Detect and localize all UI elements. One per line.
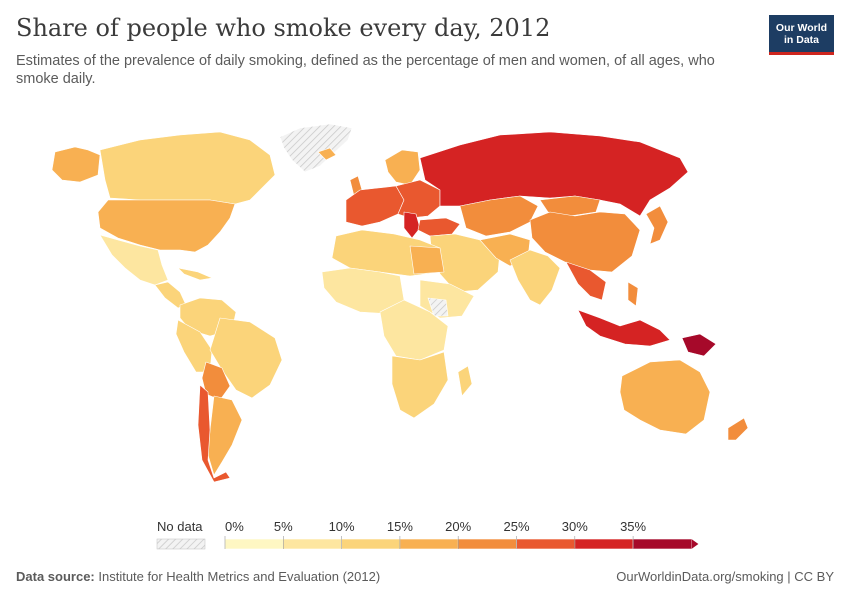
region-peru[interactable]	[175, 319, 213, 373]
region-japan[interactable]	[645, 205, 669, 245]
region-iceland[interactable]	[317, 147, 337, 161]
data-source-label: Data source:	[16, 569, 95, 584]
legend-bin-swatch[interactable]	[224, 538, 284, 550]
region-central-africa[interactable]	[379, 299, 449, 361]
region-central-america[interactable]	[154, 281, 187, 309]
map-legend: No data 0% 5% 10% 15% 20% 25% 30% 35%	[156, 519, 699, 550]
region-mongolia[interactable]	[539, 195, 601, 217]
owid-logo[interactable]: Our World in Data	[769, 15, 834, 55]
region-caribbean[interactable]	[177, 267, 213, 281]
region-southern-africa[interactable]	[391, 351, 449, 419]
legend-no-data-label: No data	[157, 519, 203, 534]
region-brazil[interactable]	[209, 317, 283, 399]
region-alaska[interactable]	[51, 146, 101, 183]
region-mexico[interactable]	[99, 234, 169, 286]
legend-bin-label: 0%	[225, 519, 244, 534]
region-india[interactable]	[509, 249, 561, 306]
footer-link[interactable]: OurWorldinData.org/smoking | CC BY	[616, 569, 834, 584]
legend-bin-label: 5%	[274, 519, 293, 534]
logo-line-2: in Data	[783, 33, 819, 46]
region-usa[interactable]	[97, 199, 236, 253]
region-philippines[interactable]	[627, 281, 639, 307]
region-greenland[interactable]	[279, 123, 353, 173]
logo-line-1: Our World	[775, 21, 828, 34]
legend-arrow-icon	[691, 539, 699, 549]
legend-bin-swatch[interactable]	[457, 538, 517, 550]
legend-bin-swatch[interactable]	[341, 538, 401, 550]
legend-bin-label: 35%	[620, 519, 646, 534]
region-greece[interactable]	[403, 211, 421, 239]
legend-bin-label: 30%	[562, 519, 588, 534]
region-somalia[interactable]	[427, 297, 449, 317]
chart-title: Share of people who smoke every day, 201…	[16, 14, 551, 42]
world-map[interactable]: No data 0% 5% 10% 15% 20% 25% 30% 35%	[0, 100, 850, 560]
region-indonesia[interactable]	[577, 309, 671, 347]
legend-bin-swatch[interactable]	[632, 538, 692, 550]
legend-bin-label: 15%	[387, 519, 413, 534]
region-egypt[interactable]	[409, 245, 445, 275]
legend-bin-label: 10%	[329, 519, 355, 534]
region-canada[interactable]	[99, 131, 276, 205]
legend-bin-swatch[interactable]	[282, 538, 342, 550]
region-china[interactable]	[529, 211, 641, 273]
region-chile[interactable]	[197, 384, 231, 483]
legend-bin-swatch[interactable]	[516, 538, 576, 550]
legend-bin-swatch[interactable]	[399, 538, 459, 550]
legend-bin-label: 20%	[445, 519, 471, 534]
region-scandinavia[interactable]	[384, 149, 421, 186]
region-argentina[interactable]	[207, 395, 243, 476]
chart-subtitle: Estimates of the prevalence of daily smo…	[16, 53, 715, 87]
region-australia[interactable]	[619, 359, 711, 435]
region-madagascar[interactable]	[457, 365, 473, 397]
region-new-zealand[interactable]	[727, 417, 749, 441]
data-source-note: Data source: Institute for Health Metric…	[16, 569, 380, 584]
region-eastern-europe[interactable]	[395, 179, 441, 219]
legend-bin-swatch[interactable]	[574, 538, 634, 550]
region-papua-new-guinea[interactable]	[681, 333, 717, 357]
region-russia[interactable]	[419, 131, 689, 217]
region-se-asia[interactable]	[565, 261, 607, 301]
legend-no-data-swatch	[156, 538, 206, 550]
data-source-text: Institute for Health Metrics and Evaluat…	[98, 569, 381, 584]
region-turkey[interactable]	[417, 217, 461, 237]
legend-bin-label: 25%	[503, 519, 529, 534]
